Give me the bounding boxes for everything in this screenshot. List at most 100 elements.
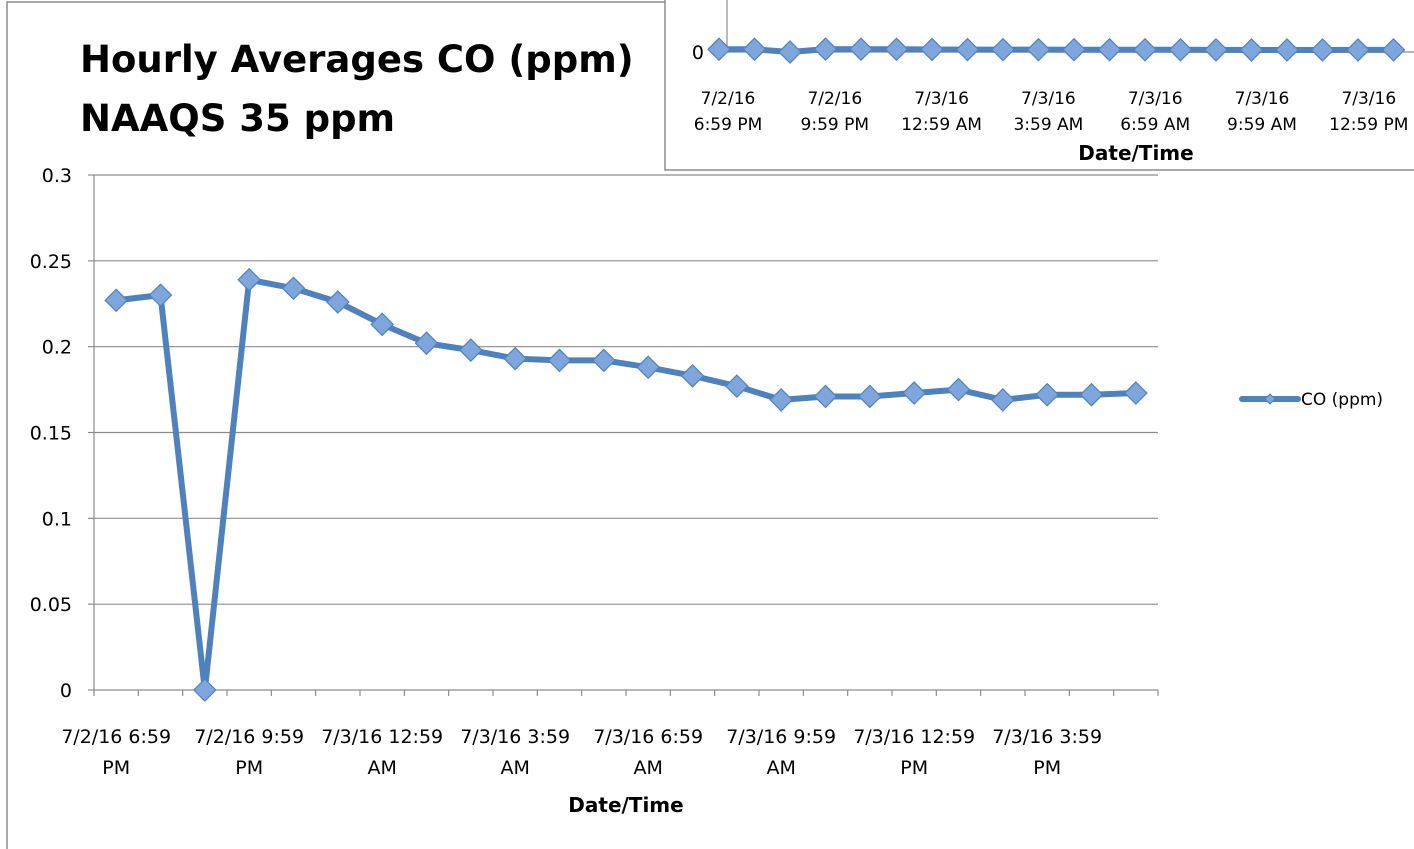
data-point <box>503 346 528 371</box>
inset-x-tick-label: 7/3/16 <box>1021 89 1076 109</box>
x-tick-label: 7/2/16 9:59 <box>194 726 304 748</box>
x-tick-label: AM <box>500 757 529 779</box>
x-tick-label: 7/3/16 12:59 <box>853 726 975 748</box>
x-tick-label: 7/3/16 3:59 <box>460 726 570 748</box>
inset-x-tick-label: 7/2/16 <box>701 89 756 109</box>
inset-data-point <box>1381 38 1406 62</box>
x-tick-label: 7/3/16 3:59 <box>992 726 1102 748</box>
x-tick-label: 7/3/16 6:59 <box>593 726 703 748</box>
x-tick-label: 7/3/16 12:59 <box>321 726 443 748</box>
inset-x-tick-label: 12:59 AM <box>901 115 982 135</box>
inset-data-point <box>1168 37 1193 62</box>
chart-title-line-2: NAAQS 35 ppm <box>80 97 395 140</box>
inset-series <box>707 37 1406 64</box>
inset-x-tick-label: 7/3/16 <box>914 89 969 109</box>
inset-y-tick-labels: 05 <box>692 0 704 64</box>
x-tick-label: AM <box>367 757 396 779</box>
inset-data-point <box>1097 37 1122 62</box>
inset-x-axis-title: Date/Time <box>1078 141 1193 165</box>
inset-chart: 05 7/2/166:59 PM7/2/169:59 PM7/3/1612:59… <box>664 0 1414 171</box>
inset-data-point <box>742 37 767 62</box>
main-series-co <box>104 267 1148 702</box>
data-point <box>414 331 439 356</box>
data-point <box>680 364 705 388</box>
inset-data-point <box>1310 38 1335 62</box>
inset-data-point <box>849 37 873 62</box>
y-tick-label: 0.1 <box>42 508 72 530</box>
data-point <box>1035 382 1060 407</box>
x-tick-label: 7/2/16 6:59 <box>61 726 171 748</box>
chart-title-line-1: Hourly Averages CO (ppm) <box>80 38 634 81</box>
data-point <box>458 338 483 362</box>
data-point <box>990 388 1015 412</box>
inset-x-tick-label: 6:59 PM <box>694 115 763 135</box>
data-point <box>902 381 927 405</box>
y-tick-label: 0.05 <box>30 594 72 616</box>
data-point <box>1123 381 1148 405</box>
data-point <box>370 312 395 337</box>
inset-x-tick-label: 6:59 AM <box>1120 115 1190 135</box>
data-point <box>192 678 217 702</box>
inset-data-point <box>1026 37 1051 62</box>
inset-x-tick-labels: 7/2/16 6:59 PM 7/2/16 9:59 PM 7/3/16 12:59 AM… <box>694 89 1409 135</box>
inset-x-tick-label: 7/3/16 <box>1235 89 1290 109</box>
x-tick-label: PM <box>900 757 928 779</box>
inset-data-point <box>1133 37 1157 62</box>
x-tick-label: PM <box>235 757 263 779</box>
inset-data-point <box>707 37 731 62</box>
inset-data-point <box>1062 37 1086 62</box>
data-point <box>636 355 661 380</box>
inset-x-tick-label: 9:59 PM <box>801 115 870 135</box>
data-point <box>769 388 794 412</box>
inset-data-point <box>778 40 802 64</box>
y-tick-label: 0.2 <box>42 337 72 359</box>
inset-x-tick-label: 3:59 AM <box>1013 115 1083 135</box>
x-tick-label: AM <box>766 757 795 779</box>
x-tick-label: AM <box>633 757 662 779</box>
y-tick-label: 0.25 <box>30 251 72 273</box>
inset-y-tick-label: 0 <box>692 42 704 64</box>
inset-x-tick-label: 7/2/16 <box>807 89 862 109</box>
main-x-tick-labels: 7/2/16 6:59 PM 7/2/16 9:59 PM 7/3/16 12:59 AM… <box>61 726 1102 779</box>
data-point <box>1079 382 1104 407</box>
inset-data-point <box>1346 38 1370 62</box>
inset-x-tick-label: 7/3/16 <box>1341 89 1396 109</box>
y-tick-label: 0.3 <box>42 165 72 187</box>
inset-y-tick-label: 5 <box>692 0 704 4</box>
data-point <box>591 348 616 373</box>
inset-data-point <box>1275 38 1299 62</box>
inset-x-tick-label: 7/3/16 <box>1128 89 1183 109</box>
main-y-tick-labels: 0 0.05 0.1 0.15 0.2 0.25 0.3 <box>30 165 72 702</box>
y-tick-label: 0.15 <box>30 423 72 445</box>
inset-data-point <box>1239 38 1264 62</box>
data-point <box>857 384 882 409</box>
data-point <box>104 288 129 313</box>
data-point <box>148 283 173 308</box>
inset-x-tick-label: 12:59 PM <box>1329 115 1408 135</box>
inset-data-point <box>1204 38 1228 62</box>
legend: CO (ppm) <box>1239 390 1383 410</box>
y-tick-label: 0 <box>60 680 72 702</box>
x-tick-label: PM <box>1033 757 1061 779</box>
data-point <box>281 276 306 301</box>
inset-data-point <box>884 37 909 62</box>
x-tick-label: 7/3/16 9:59 <box>726 726 836 748</box>
data-point <box>237 267 262 292</box>
inset-x-tick-label: 9:59 AM <box>1227 115 1297 135</box>
inset-data-point <box>955 37 980 62</box>
data-point <box>724 374 749 398</box>
data-point <box>547 348 572 373</box>
main-axes <box>93 175 1159 696</box>
data-point <box>946 377 971 402</box>
data-point <box>813 384 838 409</box>
main-gridlines <box>88 174 1158 691</box>
legend-marker <box>1264 393 1276 405</box>
inset-data-point <box>920 37 944 62</box>
inset-data-point <box>813 37 838 61</box>
inset-chart-frame <box>664 0 1414 171</box>
data-point <box>325 290 350 314</box>
x-tick-label: PM <box>102 757 130 779</box>
legend-label: CO (ppm) <box>1301 390 1383 410</box>
main-x-axis-title: Date/Time <box>568 793 683 817</box>
